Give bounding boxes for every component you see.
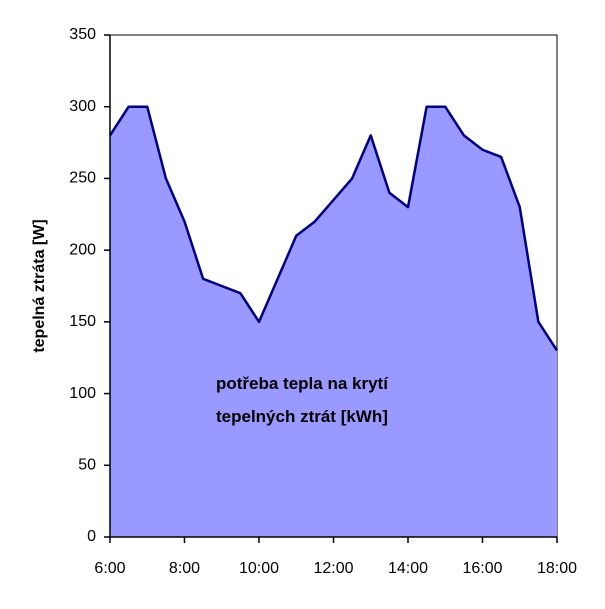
y-axis-label: tepelná ztráta [W] bbox=[31, 219, 48, 352]
y-tick-label: 200 bbox=[69, 241, 96, 258]
x-tick-label: 10:00 bbox=[239, 560, 279, 577]
x-tick-label: 6:00 bbox=[94, 560, 125, 577]
y-tick-label: 0 bbox=[87, 528, 96, 545]
x-tick-label: 18:00 bbox=[537, 560, 577, 577]
y-tick-label: 50 bbox=[78, 457, 96, 474]
annotation-line-2: tepelných ztrát [kWh] bbox=[216, 407, 388, 426]
plot-area bbox=[110, 35, 557, 537]
x-tick-label: 14:00 bbox=[388, 560, 428, 577]
y-tick-label: 350 bbox=[69, 26, 96, 43]
x-tick-label: 16:00 bbox=[462, 560, 502, 577]
y-tick-label: 300 bbox=[69, 98, 96, 115]
y-tick-label: 100 bbox=[69, 385, 96, 402]
y-tick-label: 150 bbox=[69, 313, 96, 330]
annotation-line-1: potřeba tepla na krytí bbox=[216, 374, 389, 393]
area-fill-series-0 bbox=[110, 107, 557, 537]
x-tick-label: 12:00 bbox=[313, 560, 353, 577]
x-tick-label: 8:00 bbox=[169, 560, 200, 577]
y-tick-label: 250 bbox=[69, 170, 96, 187]
